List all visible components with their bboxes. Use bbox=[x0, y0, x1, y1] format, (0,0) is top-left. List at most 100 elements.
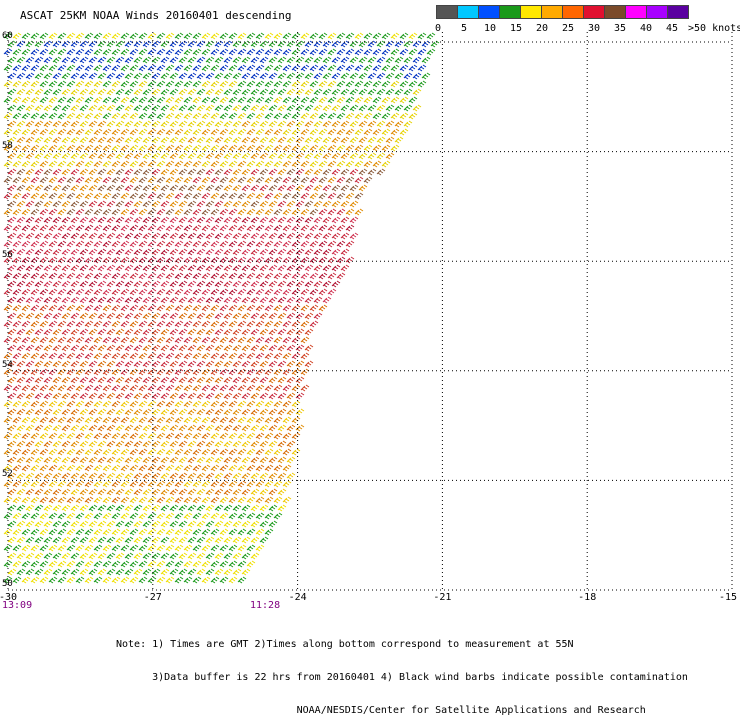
wind-barb bbox=[156, 496, 166, 504]
wind-barb bbox=[187, 472, 197, 480]
wind-barb bbox=[151, 216, 161, 224]
wind-barb bbox=[124, 152, 134, 160]
wind-barb bbox=[120, 128, 130, 136]
wind-barb bbox=[138, 432, 148, 440]
wind-barb bbox=[412, 88, 422, 96]
wind-barb bbox=[264, 176, 274, 184]
wind-barb bbox=[102, 320, 112, 328]
latitude-tick-label: 60 bbox=[2, 31, 13, 41]
wind-barb bbox=[52, 360, 62, 368]
wind-barb bbox=[408, 48, 418, 56]
wind-barb bbox=[237, 272, 247, 280]
wind-barb bbox=[7, 360, 17, 368]
wind-barb bbox=[228, 256, 238, 264]
wind-barb bbox=[25, 472, 35, 480]
wind-barb bbox=[174, 192, 184, 200]
wind-barb bbox=[12, 240, 22, 248]
wind-barb bbox=[142, 392, 152, 400]
wind-barb bbox=[57, 544, 67, 552]
wind-barb bbox=[147, 112, 157, 120]
wind-barb bbox=[268, 232, 278, 240]
wind-barb bbox=[309, 32, 319, 40]
wind-barb bbox=[133, 264, 143, 272]
wind-barb bbox=[214, 264, 224, 272]
wind-barb bbox=[61, 248, 71, 256]
wind-barb bbox=[34, 504, 44, 512]
wind-barb bbox=[286, 344, 296, 352]
wind-barb bbox=[223, 392, 233, 400]
wind-barb bbox=[151, 488, 161, 496]
wind-barb bbox=[88, 520, 98, 528]
legend-swatch bbox=[562, 5, 584, 19]
wind-barb bbox=[232, 168, 242, 176]
wind-barb bbox=[228, 384, 238, 392]
wind-barb bbox=[151, 520, 161, 528]
wind-barb bbox=[219, 192, 229, 200]
wind-barb bbox=[232, 408, 242, 416]
wind-barb bbox=[322, 200, 332, 208]
wind-barb bbox=[102, 256, 112, 264]
wind-barb bbox=[214, 152, 224, 160]
wind-barb bbox=[210, 64, 220, 72]
wind-barb bbox=[7, 136, 17, 144]
wind-barb bbox=[277, 248, 287, 256]
wind-barb bbox=[255, 320, 265, 328]
wind-barb bbox=[349, 216, 359, 224]
wind-barb bbox=[331, 56, 341, 64]
wind-barb bbox=[3, 576, 13, 584]
wind-barb bbox=[129, 560, 139, 568]
wind-barb bbox=[246, 272, 256, 280]
wind-barb bbox=[61, 312, 71, 320]
wind-barb bbox=[115, 40, 125, 48]
wind-barb bbox=[79, 248, 89, 256]
wind-barb bbox=[255, 240, 265, 248]
wind-barb bbox=[120, 416, 130, 424]
wind-barb bbox=[124, 440, 134, 448]
wind-barb bbox=[138, 192, 148, 200]
wind-barb bbox=[120, 544, 130, 552]
wind-barb bbox=[115, 120, 125, 128]
latitude-tick-label: 50 bbox=[2, 579, 13, 589]
wind-barb bbox=[115, 408, 125, 416]
wind-barb bbox=[39, 464, 49, 472]
wind-barb bbox=[97, 120, 107, 128]
wind-barb bbox=[34, 536, 44, 544]
wind-barb bbox=[169, 456, 179, 464]
wind-barb bbox=[111, 96, 121, 104]
wind-barb bbox=[381, 160, 391, 168]
wind-barb bbox=[367, 88, 377, 96]
wind-barb bbox=[421, 40, 431, 48]
wind-barb bbox=[196, 552, 206, 560]
wind-barb bbox=[178, 456, 188, 464]
wind-barb bbox=[160, 568, 170, 576]
wind-barb bbox=[160, 56, 170, 64]
wind-barb bbox=[57, 448, 67, 456]
wind-barb bbox=[169, 408, 179, 416]
wind-barb bbox=[246, 496, 256, 504]
wind-barb bbox=[111, 224, 121, 232]
wind-barb bbox=[133, 520, 143, 528]
wind-barb bbox=[75, 160, 85, 168]
wind-barb bbox=[340, 200, 350, 208]
wind-barb bbox=[255, 336, 265, 344]
wind-barb bbox=[237, 336, 247, 344]
wind-barb bbox=[192, 288, 202, 296]
wind-barb bbox=[291, 64, 301, 72]
wind-barb bbox=[57, 352, 67, 360]
wind-barb bbox=[205, 552, 215, 560]
wind-barb bbox=[111, 432, 121, 440]
wind-barb bbox=[124, 488, 134, 496]
wind-barb bbox=[430, 40, 440, 48]
wind-barb bbox=[57, 176, 67, 184]
wind-barb bbox=[264, 208, 274, 216]
wind-barb bbox=[106, 40, 116, 48]
wind-barb bbox=[3, 96, 13, 104]
wind-barb bbox=[124, 568, 134, 576]
wind-barb bbox=[376, 56, 386, 64]
wind-barb bbox=[88, 392, 98, 400]
wind-barb bbox=[84, 128, 94, 136]
wind-barb bbox=[241, 280, 251, 288]
wind-barb bbox=[133, 488, 143, 496]
wind-barb bbox=[115, 200, 125, 208]
wind-barb bbox=[111, 336, 121, 344]
